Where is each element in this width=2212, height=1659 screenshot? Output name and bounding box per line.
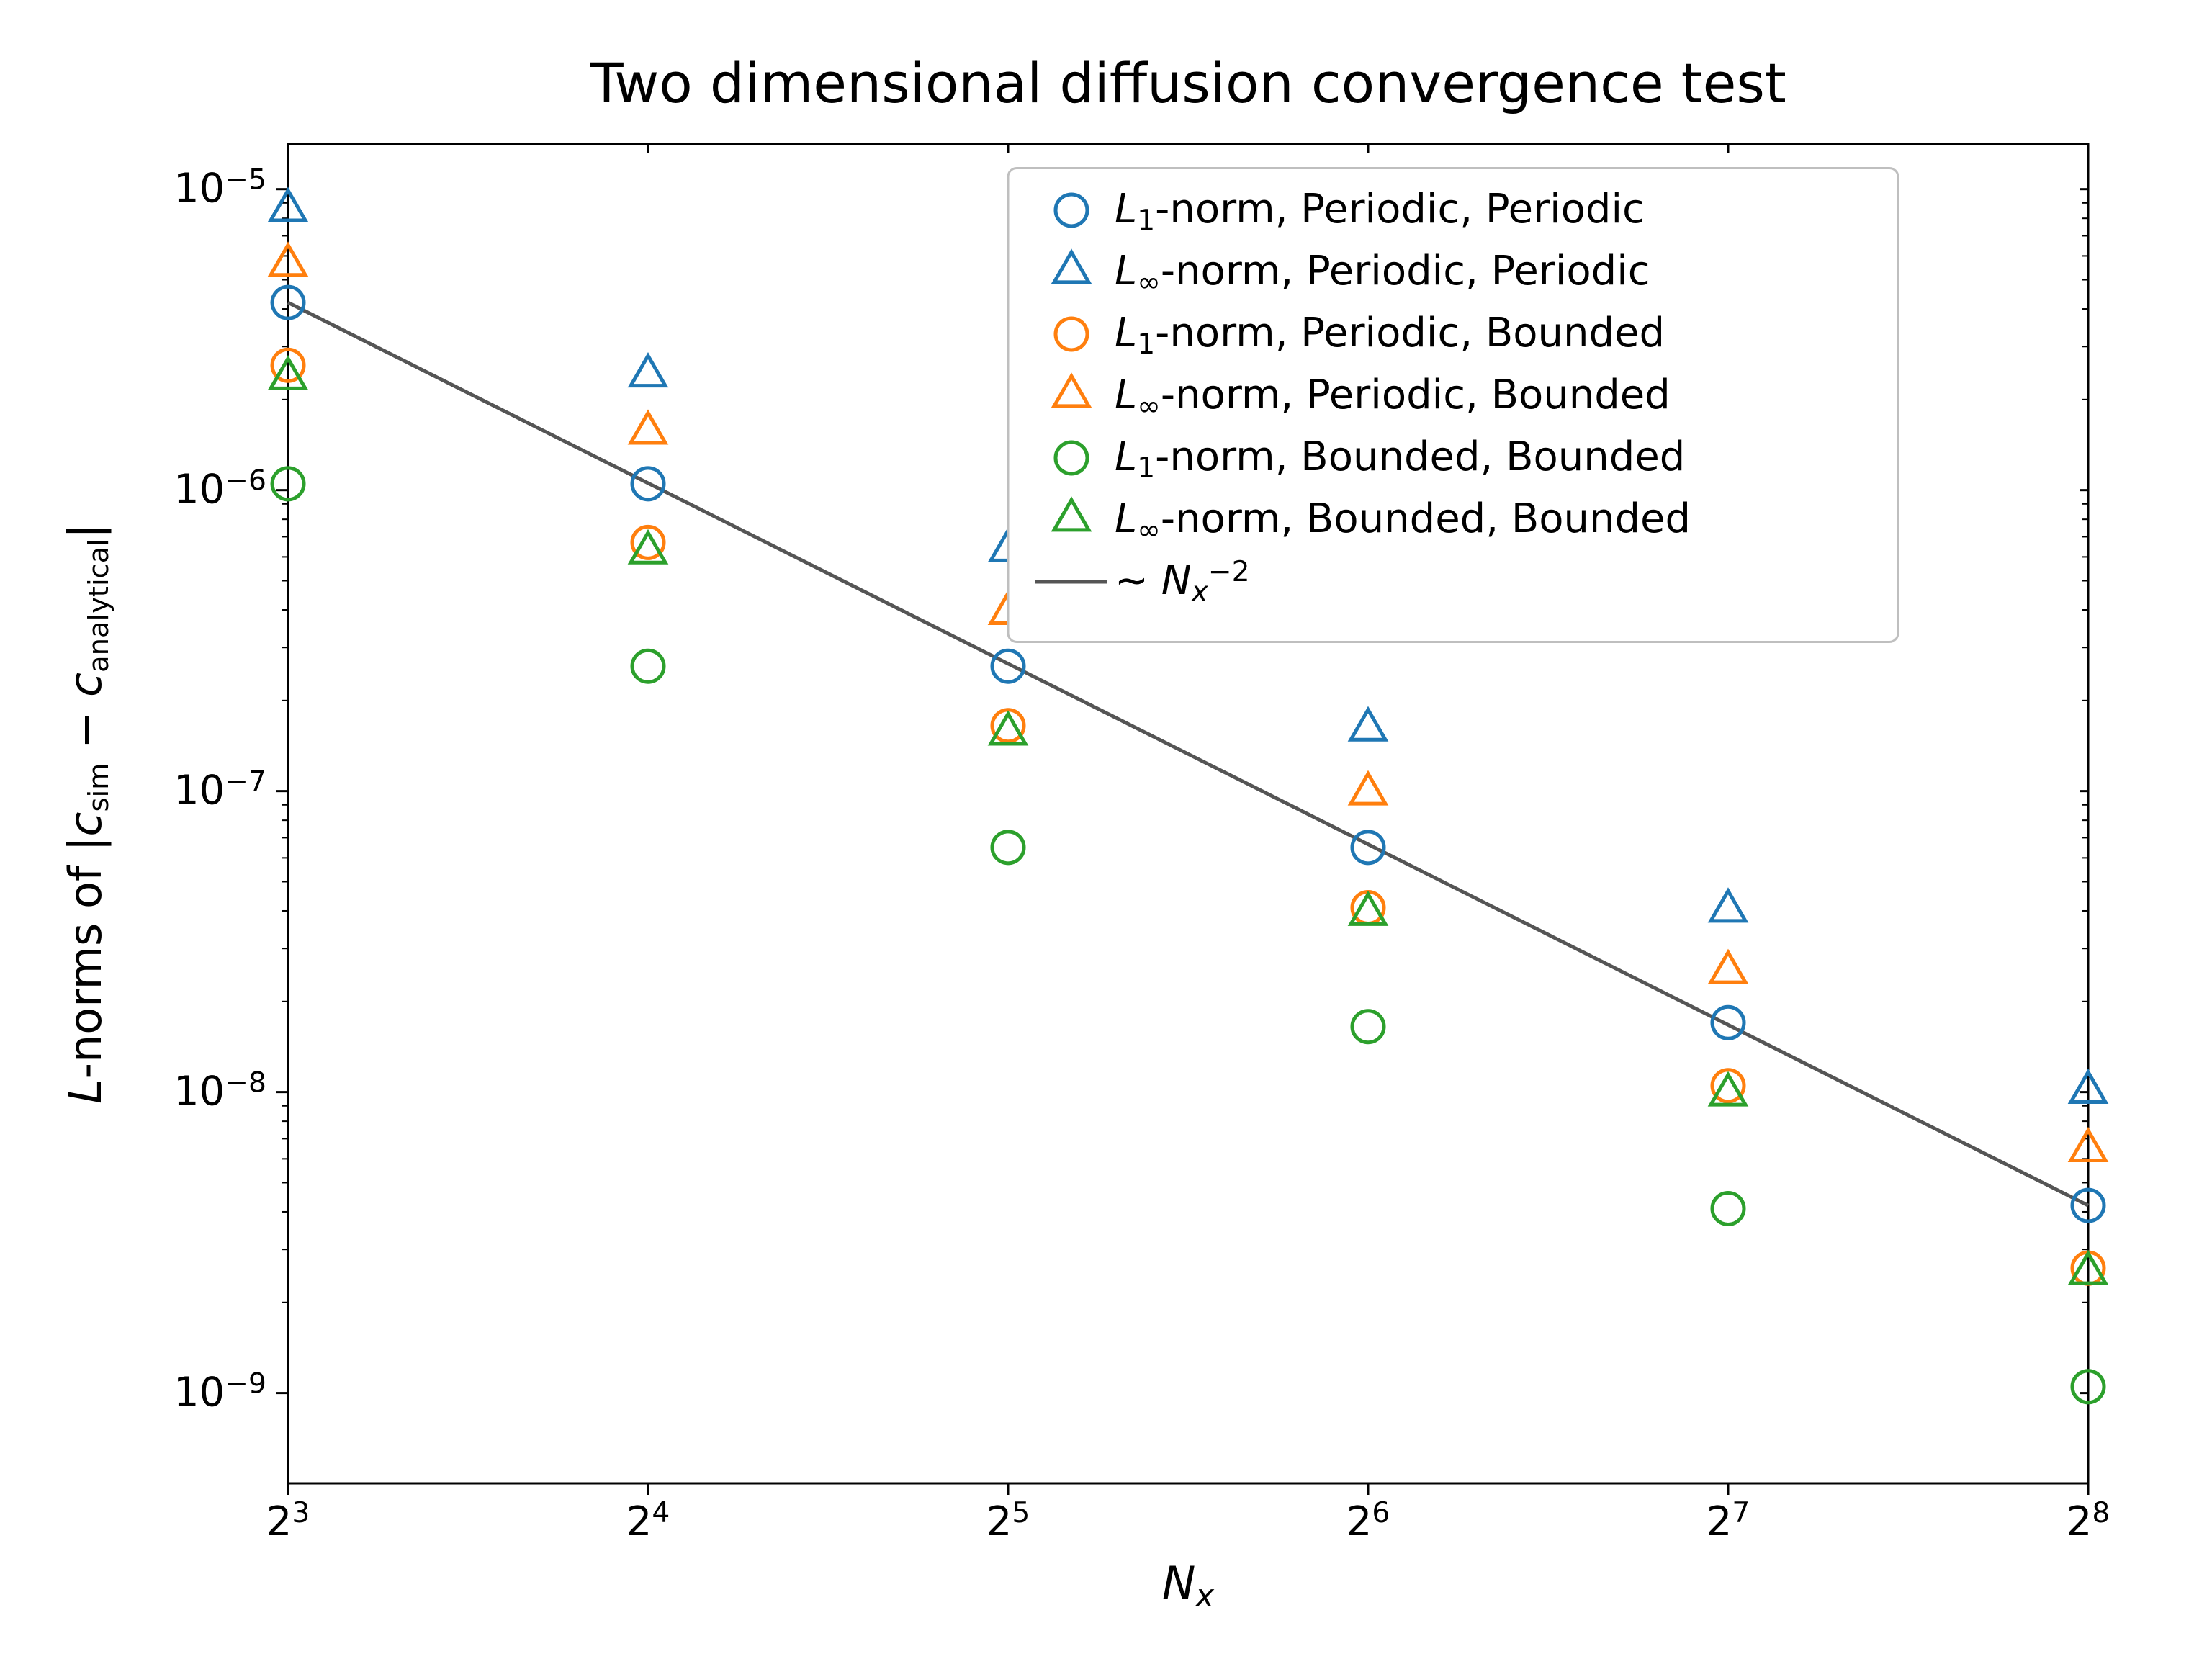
legend-label: L∞-norm, Bounded, Bounded: [1115, 495, 1691, 547]
chart-root: 23242526272810−910−810−710−610−5Two dime…: [0, 0, 2212, 1659]
convergence-chart: 23242526272810−910−810−710−610−5Two dime…: [0, 0, 2212, 1659]
legend-label: L∞-norm, Periodic, Periodic: [1115, 248, 1650, 299]
legend-label: L1-norm, Bounded, Bounded: [1115, 433, 1685, 485]
chart-title: Two dimensional diffusion convergence te…: [589, 51, 1786, 115]
legend-label: L∞-norm, Periodic, Bounded: [1115, 372, 1671, 423]
legend-label: L1-norm, Periodic, Bounded: [1115, 310, 1665, 361]
legend-label: L1-norm, Periodic, Periodic: [1115, 186, 1645, 237]
